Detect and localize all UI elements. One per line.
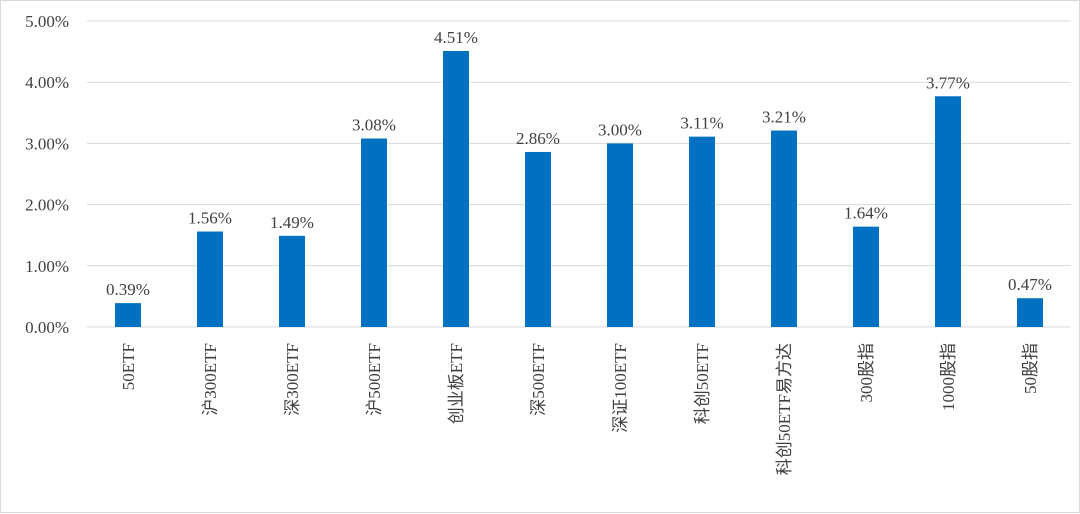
bar	[115, 303, 141, 327]
y-tick-label: 5.00%	[25, 12, 69, 31]
category-label: 1000股指	[939, 343, 958, 411]
gridlines	[87, 20, 1071, 328]
category-label: 深500ETF	[529, 343, 548, 416]
bar	[689, 136, 715, 327]
data-label: 3.08%	[352, 116, 396, 135]
category-label: 沪300ETF	[201, 343, 220, 416]
y-tick-label: 0.00%	[25, 318, 69, 337]
bar	[197, 231, 223, 327]
y-tick-label: 4.00%	[25, 73, 69, 92]
category-label: 创业板ETF	[447, 343, 466, 424]
y-tick-label: 2.00%	[25, 196, 69, 215]
data-label: 4.51%	[434, 28, 478, 47]
bar	[361, 138, 387, 327]
data-label: 0.39%	[106, 280, 150, 299]
y-axis-ticks: 0.00% 1.00% 2.00% 3.00% 4.00% 5.00%	[25, 12, 69, 337]
category-label: 300股指	[857, 343, 876, 403]
bars	[115, 50, 1043, 327]
data-label: 3.00%	[598, 120, 642, 139]
category-label: 科创50ETF易方达	[775, 343, 794, 475]
category-label: 深证100ETF	[611, 343, 630, 433]
data-label: 1.49%	[270, 213, 314, 232]
bar	[525, 151, 551, 327]
y-tick-label: 3.00%	[25, 134, 69, 153]
bar	[279, 235, 305, 327]
data-label: 1.56%	[188, 209, 232, 228]
category-label: 沪500ETF	[365, 343, 384, 416]
data-labels: 0.39% 1.56% 1.49% 3.08% 4.51% 2.86% 3.00% 3.11%…	[106, 28, 1052, 299]
data-label: 1.64%	[844, 204, 888, 223]
y-tick-label: 1.00%	[25, 257, 69, 276]
data-label: 3.77%	[926, 73, 970, 92]
data-label: 3.21%	[762, 108, 806, 127]
data-label: 0.47%	[1008, 275, 1052, 294]
bar	[607, 143, 633, 327]
data-label: 2.86%	[516, 129, 560, 148]
bar	[935, 96, 961, 327]
category-label: 50股指	[1021, 343, 1040, 394]
data-label: 3.11%	[680, 114, 723, 133]
category-label: 深300ETF	[283, 343, 302, 416]
bar	[1017, 298, 1043, 327]
category-label: 科创50ETF	[693, 343, 712, 424]
category-label: 50ETF	[119, 343, 138, 390]
bar	[771, 130, 797, 327]
bar	[853, 226, 879, 327]
category-labels: 50ETF 沪300ETF 深300ETF 沪500ETF 创业板ETF 深500ETF 深…	[119, 343, 1040, 475]
bar	[443, 50, 469, 327]
